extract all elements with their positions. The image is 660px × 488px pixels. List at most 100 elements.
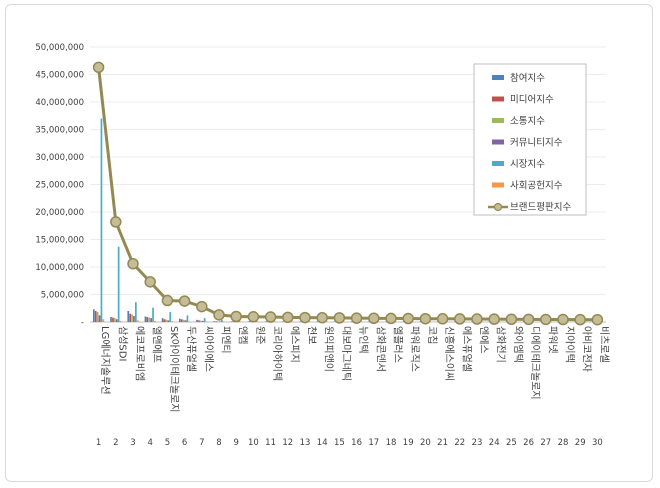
bar: 사회공헌지수: 10000	[394, 321, 397, 322]
x-rank-label: 15	[334, 438, 345, 448]
x-category-label: 코칩	[426, 326, 438, 344]
bar: 커뮤니티지수: 500000	[115, 319, 118, 322]
bar: 참여지수: 600000	[179, 318, 181, 322]
x-category-label: 씨아이에스	[202, 326, 214, 372]
legend-swatch	[492, 96, 504, 102]
bar: 커뮤니티지수: 300000	[167, 320, 170, 322]
bar: 미디어지수: 800000	[112, 317, 114, 322]
line-point	[127, 257, 139, 270]
chart-frame: - 5,000,000 10,000,000 15,000,000 20,000,000…	[5, 4, 653, 482]
x-rank-label: 19	[403, 438, 414, 448]
y-tick-label: 30,000,000	[35, 153, 84, 163]
x-category-label: 원익피앤이	[323, 326, 335, 372]
line-point	[264, 311, 277, 323]
line-point	[385, 312, 397, 325]
x-category-label: 디에이테크놀로지	[529, 326, 541, 400]
x-category-label: 삼화전기	[495, 326, 507, 363]
line-point	[574, 313, 586, 326]
line-point	[213, 309, 225, 321]
legend-label: 사회공헌지수	[510, 181, 563, 192]
line-point	[282, 311, 294, 324]
bar: 커뮤니티지수: 80000	[219, 321, 221, 322]
bar: 시장지수: 400000	[221, 319, 223, 322]
bar: 참여지수: 50000	[282, 321, 284, 322]
x-category-label: 신흥에스이씨	[443, 326, 456, 381]
line-point	[230, 310, 242, 323]
line-point	[368, 312, 380, 325]
x-rank-label: 10	[248, 438, 259, 448]
line-point	[454, 313, 466, 325]
line-point	[247, 311, 260, 323]
y-axis: - 5,000,000 10,000,000 15,000,000 20,000,000…	[35, 43, 606, 328]
bar: 참여지수: 90000	[230, 321, 233, 322]
line-point	[436, 313, 449, 325]
line-point	[471, 313, 483, 325]
bar: 참여지수: 700000	[161, 318, 164, 322]
x-rank-label: 23	[472, 438, 483, 448]
bar: 참여지수: 400000	[196, 319, 198, 322]
bar: 소통지수: 250000	[200, 320, 202, 322]
line-point	[505, 313, 518, 325]
x-rank-label: 28	[558, 438, 569, 448]
legend-label: 브랜드평판지수	[510, 202, 571, 213]
bar: 소통지수: 700000	[114, 318, 116, 322]
x-rank-label: 30	[592, 438, 603, 448]
y-tick-label: -	[81, 318, 84, 328]
line-point	[316, 311, 328, 324]
x-rank-label: 29	[575, 438, 586, 448]
x-rank-label: 21	[437, 438, 448, 448]
x-rank-label: 4	[147, 438, 152, 448]
bar: 커뮤니티지수: 700000	[150, 318, 152, 322]
x-rank-label: 12	[282, 438, 293, 448]
line-point	[402, 312, 414, 325]
bar: 참여지수: 35000	[351, 321, 353, 322]
x-category-label: 두산퓨얼셀	[185, 326, 197, 372]
bar: 소통지수: 100000	[217, 321, 219, 322]
bar: 소통지수: 1400000	[131, 314, 133, 322]
legend-label: 소통지수	[510, 116, 545, 127]
x-category-label: 삼화콘덴서	[374, 326, 386, 372]
legend-swatch	[492, 75, 504, 80]
bar: 사회공헌지수: 15000	[326, 321, 328, 322]
bar: 사회공헌지수: 80000	[205, 321, 208, 322]
x-category-label: 파워넷	[546, 326, 559, 354]
bar: 참여지수: 2300000	[93, 309, 95, 322]
x-rank-label: 6	[182, 438, 187, 448]
y-tick-label: 45,000,000	[35, 71, 84, 81]
x-category-label: 지아이텍	[564, 326, 576, 363]
line-point	[144, 276, 156, 288]
bar: 커뮤니티지수: 200000	[201, 320, 204, 322]
bar: 사회공헌지수: 15000	[343, 321, 345, 322]
x-rank-label: 3	[130, 438, 135, 448]
legend-swatch	[492, 182, 504, 188]
x-axis: LG에너지솔루션 1 삼성SDI 2 에코프로비엠 3 엘앤에프 4 SK아이이테크놀로지 5 두산…	[96, 326, 610, 448]
bar: 참여지수: 2000000	[127, 311, 130, 322]
bar: 미디어지수: 500000	[180, 319, 183, 322]
legend-swatch	[492, 139, 504, 145]
x-category-label: 와이엠텍	[512, 326, 524, 363]
bar: 사회공헌지수: 20000	[291, 321, 294, 322]
x-category-label: 엘앤에프	[151, 326, 164, 363]
x-rank-label: 2	[113, 438, 118, 448]
bar: 사회공헌지수: 200000	[119, 320, 122, 322]
bar: 사회공헌지수: 20000	[257, 321, 259, 322]
bar: 커뮤니티지수: 1200000	[98, 315, 101, 322]
bar: 사회공헌지수: 500000	[102, 319, 105, 322]
line-point	[110, 216, 122, 228]
line-point	[591, 313, 604, 326]
line-point	[488, 313, 500, 325]
y-tick-label: 40,000,000	[35, 98, 84, 108]
bar: 미디어지수: 70000	[232, 321, 235, 322]
bar: 참여지수: 30000	[368, 321, 370, 322]
bar: 참여지수: 60000	[247, 321, 250, 322]
legend-box	[473, 63, 587, 216]
bar: 소통지수: 1800000	[96, 312, 99, 322]
legend-swatch	[492, 161, 504, 166]
line-point	[350, 312, 363, 324]
x-rank-label: 5	[165, 438, 170, 448]
bar: 사회공헌지수: 30000	[240, 321, 242, 322]
bar: 참여지수: 40000	[299, 321, 302, 322]
x-category-label: 엔에스	[478, 326, 490, 354]
bar: 참여지수: 40000	[316, 321, 319, 322]
